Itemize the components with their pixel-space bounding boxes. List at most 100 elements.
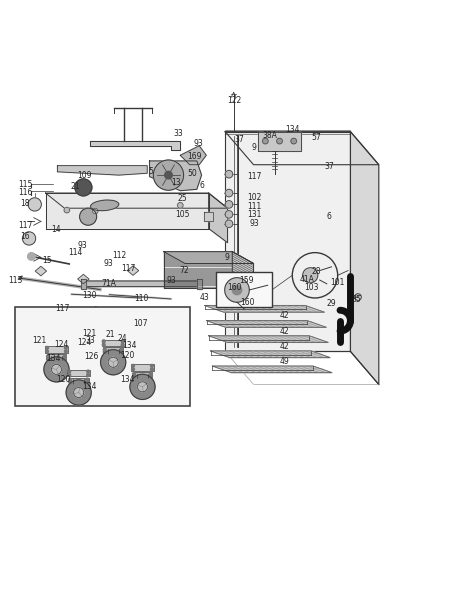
Circle shape	[225, 210, 233, 218]
Circle shape	[303, 268, 318, 283]
Text: 21: 21	[106, 330, 115, 340]
Circle shape	[69, 378, 72, 381]
Polygon shape	[83, 281, 200, 287]
Text: 160: 160	[240, 298, 255, 307]
Polygon shape	[180, 146, 206, 165]
Circle shape	[27, 253, 35, 260]
Polygon shape	[57, 166, 147, 175]
Text: 122: 122	[227, 96, 241, 105]
Polygon shape	[35, 266, 46, 276]
Polygon shape	[128, 266, 139, 275]
Text: 33: 33	[173, 129, 183, 139]
Circle shape	[151, 368, 154, 371]
Circle shape	[225, 170, 233, 178]
Text: 121: 121	[82, 329, 97, 338]
Polygon shape	[210, 351, 330, 357]
Text: 72: 72	[179, 266, 189, 275]
Text: 35: 35	[351, 295, 361, 305]
Text: 130: 130	[82, 291, 97, 300]
Text: 110: 110	[134, 294, 149, 303]
Bar	[67, 370, 90, 376]
Text: 134: 134	[120, 375, 135, 384]
Circle shape	[73, 387, 84, 398]
Text: 160: 160	[227, 283, 241, 292]
Circle shape	[120, 348, 123, 351]
Circle shape	[68, 373, 71, 376]
Text: 101: 101	[330, 278, 345, 287]
Text: 38A: 38A	[263, 131, 277, 140]
Text: 93: 93	[249, 219, 259, 228]
Circle shape	[225, 278, 249, 302]
Circle shape	[66, 380, 91, 405]
Text: 120: 120	[56, 375, 70, 384]
Circle shape	[86, 381, 89, 384]
Circle shape	[49, 361, 53, 365]
Circle shape	[64, 346, 67, 349]
Text: 117: 117	[18, 221, 32, 230]
Bar	[45, 346, 68, 353]
Circle shape	[71, 385, 75, 389]
Circle shape	[225, 189, 233, 197]
Polygon shape	[205, 305, 324, 312]
Bar	[15, 308, 190, 406]
Circle shape	[225, 200, 233, 208]
Text: 126: 126	[84, 352, 99, 361]
Text: 6: 6	[327, 212, 332, 221]
Text: 124: 124	[54, 340, 68, 349]
Text: 131: 131	[247, 210, 261, 219]
Text: 116: 116	[18, 188, 32, 197]
Circle shape	[69, 381, 72, 384]
Circle shape	[87, 373, 90, 376]
Text: 5: 5	[148, 167, 154, 177]
Text: 117: 117	[121, 264, 136, 273]
Circle shape	[232, 285, 242, 295]
Circle shape	[46, 346, 48, 349]
Circle shape	[146, 379, 150, 383]
Circle shape	[121, 340, 124, 343]
Text: 21: 21	[71, 183, 80, 191]
Circle shape	[117, 355, 121, 359]
Text: 115: 115	[18, 180, 32, 189]
Circle shape	[75, 179, 92, 196]
Polygon shape	[204, 212, 213, 221]
Text: 37: 37	[235, 135, 244, 143]
Polygon shape	[209, 193, 228, 243]
Circle shape	[130, 375, 155, 400]
Circle shape	[149, 375, 152, 378]
Circle shape	[22, 232, 36, 245]
Text: 93: 93	[77, 240, 87, 249]
Text: 117: 117	[247, 172, 261, 181]
Circle shape	[133, 373, 136, 375]
Circle shape	[80, 208, 97, 225]
Text: 103: 103	[304, 283, 319, 292]
Text: 9: 9	[224, 253, 229, 262]
Polygon shape	[225, 132, 379, 165]
Text: 18: 18	[20, 199, 30, 208]
Text: 9: 9	[252, 143, 256, 152]
Text: 117: 117	[55, 304, 69, 313]
Polygon shape	[164, 252, 254, 264]
Text: 42: 42	[280, 311, 289, 321]
Circle shape	[149, 373, 152, 375]
Circle shape	[103, 348, 106, 351]
Text: 134: 134	[285, 125, 300, 134]
Polygon shape	[46, 193, 228, 208]
Circle shape	[64, 355, 66, 358]
Text: 134: 134	[46, 354, 61, 363]
Text: 33: 33	[86, 336, 95, 345]
Circle shape	[135, 379, 139, 383]
Text: 16: 16	[20, 232, 30, 241]
Circle shape	[92, 208, 98, 214]
Text: 120: 120	[120, 351, 135, 360]
Bar	[131, 364, 154, 371]
Circle shape	[120, 351, 123, 353]
Text: 71A: 71A	[101, 280, 116, 288]
Text: 29: 29	[327, 299, 337, 308]
Circle shape	[164, 171, 172, 179]
Text: 109: 109	[78, 170, 92, 180]
Text: 15: 15	[42, 256, 52, 265]
Text: 13: 13	[171, 178, 181, 187]
Circle shape	[64, 357, 66, 360]
Circle shape	[132, 364, 135, 367]
Text: 134: 134	[122, 341, 137, 350]
